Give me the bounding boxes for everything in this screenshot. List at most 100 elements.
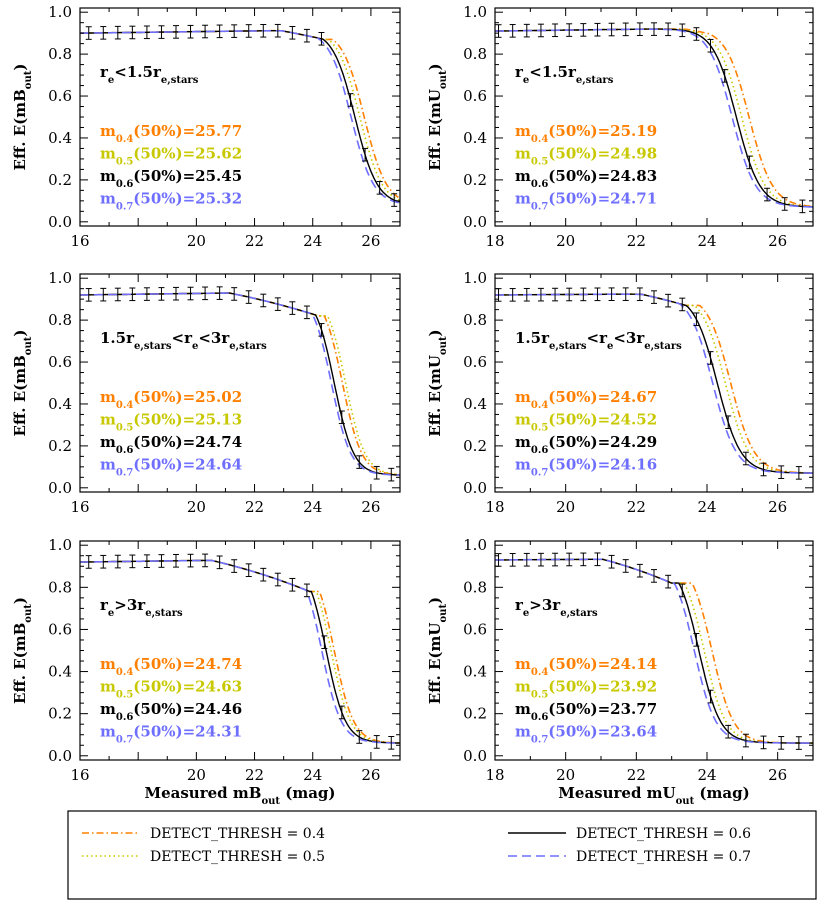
y-tick-label: 1.0: [463, 3, 487, 21]
m50-label-0.7: m0.7(50%)=24.16: [515, 456, 657, 479]
panel-2: 18 20 22 24 26 0.0 0.2 0.4 0.6 0.8 1.0 Eff. E(mUout…: [426, 3, 814, 250]
m50-label-0.6: m0.6(50%)=24.83: [515, 167, 657, 190]
x-tick-label: 24: [697, 498, 716, 516]
x-tick-label: 18: [485, 232, 504, 250]
condition-label: re<1.5re,stars: [100, 63, 199, 86]
plot-area: [495, 22, 813, 214]
y-tick-label: 0.4: [463, 129, 487, 147]
m50-label-0.7: m0.7(50%)=24.64: [100, 456, 242, 479]
m50-label-0.6: m0.6(50%)=24.46: [100, 700, 242, 723]
plot-area: [495, 552, 813, 750]
y-tick-label: 0.8: [463, 311, 487, 329]
y-tick-label: 0.8: [463, 45, 487, 63]
panel-4: 18 20 22 24 26 0.0 0.2 0.4 0.6 0.8 1.0 Eff. E(mUout…: [426, 269, 814, 516]
x-tick-label: 26: [361, 766, 380, 784]
y-tick-label: 0.0: [463, 213, 487, 231]
plot-area: [495, 287, 813, 480]
m50-label-0.7: m0.7(50%)=24.71: [515, 190, 657, 213]
curve-thresh-0.7: [80, 30, 400, 204]
y-tick-label: 0.2: [48, 171, 72, 189]
plot-area: [80, 23, 400, 207]
x-tick-label: 22: [627, 766, 646, 784]
legend-label-t06: DETECT_THRESH = 0.6: [576, 826, 751, 842]
x-tick-label: 24: [303, 766, 322, 784]
m50-label-0.4: m0.4(50%)=25.19: [515, 122, 657, 145]
y-tick-label: 0.0: [463, 747, 487, 765]
y-tick-label: 1.0: [48, 3, 72, 21]
curve-thresh-0.4: [495, 293, 813, 474]
y-tick-label: 0.2: [463, 171, 487, 189]
y-tick-label: 0.2: [463, 437, 487, 455]
m50-label-0.5: m0.5(50%)=24.63: [100, 678, 242, 701]
y-tick-label: 1.0: [48, 536, 72, 554]
y-tick-label: 0.0: [48, 479, 72, 497]
x-tick-label: 16: [70, 498, 89, 516]
panel-5: 16 20 22 24 26 0.0 0.2 0.4 0.6 0.8 1.0 Eff. E(mBout…: [11, 536, 401, 807]
x-tick-label: 26: [361, 232, 380, 250]
y-tick-label: 0.0: [463, 479, 487, 497]
x-tick-label: 26: [361, 498, 380, 516]
curve-thresh-0.5: [80, 559, 400, 744]
legend-label-t07: DETECT_THRESH = 0.7: [576, 849, 751, 865]
y-tick-label: 1.0: [463, 269, 487, 287]
y-axis-label: Eff. E(mBout): [11, 597, 34, 704]
m50-label-0.5: m0.5(50%)=25.62: [100, 145, 242, 168]
x-axis-label: Measured mBout (mag): [145, 784, 336, 807]
condition-label: 1.5re,stars<re<3re,stars: [100, 329, 267, 352]
x-tick-label: 20: [187, 766, 206, 784]
condition-label: re>3re,stars: [100, 596, 183, 619]
legend: DETECT_THRESH = 0.4 DETECT_THRESH = 0.5 DE…: [67, 810, 817, 900]
y-tick-label: 0.8: [48, 578, 72, 596]
y-axis-label: Eff. E(mBout): [11, 330, 34, 437]
legend-label-t05: DETECT_THRESH = 0.5: [150, 849, 325, 865]
y-tick-label: 0.6: [463, 353, 487, 371]
x-tick-label: 22: [627, 232, 646, 250]
legend-label-t04: DETECT_THRESH = 0.4: [150, 826, 325, 842]
y-tick-label: 0.8: [48, 311, 72, 329]
x-tick-label: 26: [768, 498, 787, 516]
panel-1: 16 20 22 24 26 0.0 0.2 0.4 0.6 0.8 1.0 Eff. E(mBout…: [11, 3, 401, 250]
m50-label-0.6: m0.6(50%)=25.45: [100, 167, 242, 190]
x-tick-label: 20: [187, 232, 206, 250]
m50-label-0.4: m0.4(50%)=24.14: [515, 655, 657, 678]
panel-3: 16 20 22 24 26 0.0 0.2 0.4 0.6 0.8 1.0 Eff. E(mBout…: [11, 269, 401, 516]
y-tick-label: 0.8: [463, 578, 487, 596]
m50-label-0.5: m0.5(50%)=24.98: [515, 145, 657, 168]
y-tick-label: 0.0: [48, 747, 72, 765]
plot-area: [80, 553, 400, 750]
x-tick-label: 22: [245, 498, 264, 516]
x-tick-label: 16: [70, 766, 89, 784]
m50-label-0.4: m0.4(50%)=24.74: [100, 655, 242, 678]
y-tick-label: 0.4: [48, 129, 72, 147]
y-tick-label: 0.2: [463, 705, 487, 723]
condition-label: 1.5re,stars<re<3re,stars: [515, 329, 682, 352]
plot-area: [80, 286, 400, 482]
x-tick-label: 20: [556, 766, 575, 784]
y-tick-label: 1.0: [48, 269, 72, 287]
m50-label-0.6: m0.6(50%)=23.77: [515, 700, 657, 723]
m50-label-0.7: m0.7(50%)=23.64: [515, 723, 657, 746]
x-tick-label: 24: [697, 232, 716, 250]
x-tick-label: 22: [245, 766, 264, 784]
curve-thresh-0.5: [80, 292, 400, 476]
y-axis-label: Eff. E(mUout): [426, 329, 449, 436]
y-tick-label: 0.6: [463, 87, 487, 105]
y-axis-label: Eff. E(mUout): [426, 63, 449, 170]
y-tick-label: 0.4: [48, 395, 72, 413]
y-axis-label: Eff. E(mBout): [11, 64, 34, 171]
y-tick-label: 0.0: [48, 213, 72, 231]
y-tick-label: 0.2: [48, 705, 72, 723]
curve-thresh-0.7: [80, 292, 400, 476]
condition-label: re>3re,stars: [515, 596, 598, 619]
x-tick-label: 20: [187, 498, 206, 516]
m50-label-0.5: m0.5(50%)=23.92: [515, 678, 657, 701]
y-tick-label: 0.4: [463, 395, 487, 413]
x-axis-label: Measured mUout (mag): [558, 784, 749, 807]
legend-box: [67, 810, 817, 900]
x-tick-label: 26: [768, 766, 787, 784]
y-tick-label: 0.6: [48, 353, 72, 371]
m50-label-0.4: m0.4(50%)=25.77: [100, 122, 242, 145]
x-tick-label: 20: [556, 232, 575, 250]
x-tick-label: 24: [303, 232, 322, 250]
